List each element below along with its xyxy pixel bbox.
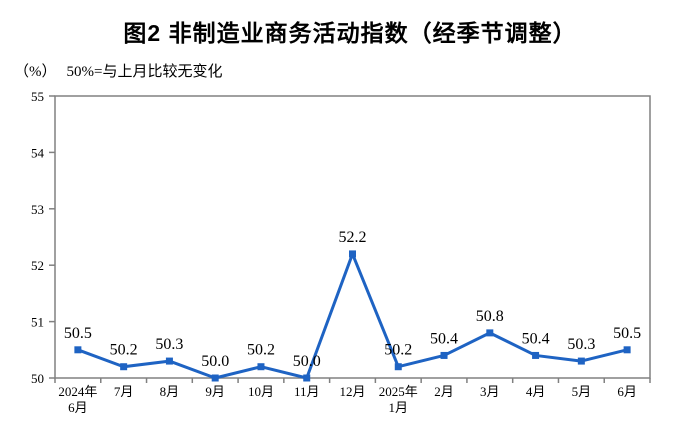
data-point-marker [440,351,448,359]
x-axis-label: 6月 [68,400,88,415]
data-point-marker [349,250,356,258]
x-axis-label: 5月 [572,384,592,399]
trend-line [77,252,628,380]
x-axis-label: 1月 [389,400,409,415]
chart-subtitle: （%） 50%=与上月比较无变化 [14,60,222,81]
x-axis-label: 2月 [434,384,454,399]
x-axis-label: 7月 [114,384,134,399]
data-point-marker [532,351,540,359]
data-point-label: 50.3 [567,336,595,353]
data-point-marker [257,363,265,371]
x-axis-label: 8月 [160,384,180,399]
y-axis-label: 51 [31,315,44,330]
data-point-label: 50.5 [613,325,641,342]
data-point-label: 50.2 [384,342,412,359]
data-point-label: 50.0 [201,353,229,370]
unit-label: （%） [14,64,57,80]
data-point-label: 50.4 [522,330,550,347]
y-axis-label: 52 [31,258,44,273]
data-point-label: 50.2 [110,342,138,359]
reference-note: 50%=与上月比较无变化 [66,64,223,80]
data-point-marker [394,363,402,371]
data-point-label: 50.0 [293,353,321,370]
data-point-marker [74,346,82,354]
x-axis-label: 4月 [526,384,546,399]
data-point-label: 50.2 [247,342,275,359]
x-axis-label: 12月 [339,384,365,399]
x-axis-label: 10月 [248,384,274,399]
data-point-label: 50.3 [155,336,183,353]
data-point-label: 50.8 [476,308,504,325]
data-point-marker [623,346,631,354]
y-axis-label: 50 [31,371,44,386]
x-axis-label: 2025年 [379,384,418,399]
x-axis-label: 6月 [617,384,637,399]
y-axis-label: 54 [31,145,45,160]
x-axis-label: 11月 [294,384,320,399]
data-point-marker [303,374,311,382]
y-axis-label: 53 [31,202,44,217]
x-axis-label: 9月 [205,384,225,399]
data-point-marker [577,357,585,365]
data-point-marker [211,374,219,382]
data-point-marker [486,329,494,337]
data-point-marker [120,363,128,371]
data-point-marker [165,357,173,365]
x-axis-label: 2024年 [58,384,97,399]
chart-title: 图2 非制造业商务活动指数（经季节调整） [123,20,577,46]
data-point-label: 50.5 [64,325,92,342]
plot-area-border [54,95,651,379]
x-axis-label: 3月 [480,384,500,399]
data-point-label: 52.2 [339,229,367,246]
data-point-label: 50.4 [430,330,458,347]
y-axis-label: 55 [31,89,44,104]
